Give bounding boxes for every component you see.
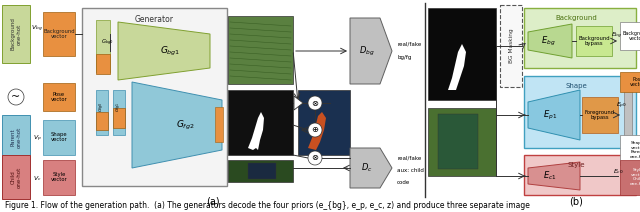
- FancyBboxPatch shape: [524, 8, 636, 68]
- Text: real/fake: real/fake: [397, 155, 421, 160]
- Polygon shape: [118, 22, 210, 80]
- FancyBboxPatch shape: [43, 160, 75, 195]
- Text: $G_{fg0}$: $G_{fg0}$: [97, 102, 106, 112]
- Text: Generator: Generator: [134, 15, 173, 25]
- Polygon shape: [448, 44, 466, 90]
- Text: $E_{c0}$: $E_{c0}$: [612, 167, 623, 176]
- FancyBboxPatch shape: [43, 12, 75, 56]
- Text: aux: child: aux: child: [397, 167, 424, 173]
- Circle shape: [308, 151, 322, 165]
- FancyBboxPatch shape: [428, 8, 496, 100]
- FancyBboxPatch shape: [2, 5, 30, 63]
- FancyBboxPatch shape: [620, 72, 640, 92]
- Text: $D_{bg}$: $D_{bg}$: [359, 45, 375, 57]
- FancyBboxPatch shape: [96, 54, 110, 74]
- Circle shape: [308, 123, 322, 137]
- Polygon shape: [132, 82, 222, 168]
- Text: ⊕: ⊕: [312, 126, 319, 134]
- FancyBboxPatch shape: [298, 90, 350, 155]
- Text: Background: Background: [555, 15, 597, 21]
- Text: Shape
vector: Shape vector: [51, 132, 67, 142]
- Text: real/fake: real/fake: [397, 42, 421, 46]
- FancyBboxPatch shape: [215, 107, 223, 142]
- Text: Style
vector
Child
one-hot: Style vector Child one-hot: [630, 168, 640, 186]
- Text: Foreground
bypass: Foreground bypass: [585, 110, 615, 120]
- Text: code: code: [397, 180, 410, 184]
- Text: $G_{fg1}$: $G_{fg1}$: [115, 102, 124, 112]
- Text: $G_{bg0}$: $G_{bg0}$: [100, 38, 113, 48]
- Text: ⊗: ⊗: [312, 99, 319, 107]
- FancyBboxPatch shape: [620, 135, 640, 165]
- Circle shape: [308, 96, 322, 110]
- Text: $E_{p1}$: $E_{p1}$: [543, 109, 557, 121]
- Polygon shape: [294, 96, 303, 110]
- FancyBboxPatch shape: [524, 76, 636, 148]
- Polygon shape: [248, 112, 264, 150]
- FancyBboxPatch shape: [113, 90, 125, 135]
- FancyBboxPatch shape: [2, 155, 30, 199]
- Text: (b): (b): [569, 197, 583, 207]
- Text: Background
one-hot: Background one-hot: [11, 18, 21, 50]
- Polygon shape: [528, 24, 572, 58]
- Text: ⊗: ⊗: [312, 153, 319, 163]
- FancyBboxPatch shape: [624, 86, 632, 162]
- FancyBboxPatch shape: [43, 120, 75, 155]
- Text: ~: ~: [12, 92, 20, 102]
- Text: Parent
one-hot: Parent one-hot: [11, 126, 21, 148]
- FancyBboxPatch shape: [428, 108, 496, 176]
- Text: Pose
vector: Pose vector: [51, 92, 67, 102]
- FancyBboxPatch shape: [620, 160, 640, 195]
- FancyBboxPatch shape: [2, 115, 30, 159]
- FancyBboxPatch shape: [228, 90, 293, 155]
- Text: Shape: Shape: [565, 83, 587, 89]
- Text: BG Masking: BG Masking: [509, 29, 513, 63]
- Polygon shape: [350, 148, 392, 188]
- Text: Style: Style: [567, 162, 585, 168]
- FancyBboxPatch shape: [524, 155, 636, 195]
- Text: $V_c$: $V_c$: [33, 174, 42, 183]
- Text: Background
bypass: Background bypass: [578, 36, 610, 46]
- FancyBboxPatch shape: [43, 83, 75, 111]
- FancyBboxPatch shape: [248, 163, 276, 179]
- Text: $G_{bg1}$: $G_{bg1}$: [160, 45, 180, 57]
- FancyBboxPatch shape: [582, 97, 618, 133]
- Text: Background
vector: Background vector: [43, 29, 75, 39]
- Text: $V_p$: $V_p$: [33, 134, 42, 144]
- Text: Child
one-hot: Child one-hot: [11, 166, 21, 188]
- Text: bg/fg: bg/fg: [397, 56, 412, 60]
- Text: $D_c$: $D_c$: [361, 162, 373, 174]
- Text: Pose
vector: Pose vector: [630, 77, 640, 87]
- Polygon shape: [528, 162, 580, 190]
- FancyBboxPatch shape: [96, 90, 108, 135]
- FancyBboxPatch shape: [96, 20, 110, 72]
- Polygon shape: [528, 90, 580, 140]
- Text: $E_{bg}$: $E_{bg}$: [541, 34, 556, 47]
- FancyBboxPatch shape: [228, 160, 293, 182]
- Text: Figure 1. Flow of the generation path.  (a) The generators decode the four prior: Figure 1. Flow of the generation path. (…: [5, 201, 530, 210]
- Text: (a): (a): [206, 197, 220, 207]
- FancyBboxPatch shape: [228, 16, 293, 84]
- FancyBboxPatch shape: [620, 22, 640, 50]
- Polygon shape: [308, 112, 326, 150]
- FancyBboxPatch shape: [576, 26, 612, 56]
- Text: Shape
vector
Parent
one-hot: Shape vector Parent one-hot: [630, 141, 640, 159]
- Polygon shape: [350, 18, 392, 84]
- Text: $E_{bg}$: $E_{bg}$: [611, 31, 623, 41]
- FancyBboxPatch shape: [113, 108, 125, 128]
- Text: $E_{c1}$: $E_{c1}$: [543, 170, 557, 182]
- Text: $G_{fg2}$: $G_{fg2}$: [176, 119, 195, 132]
- Text: $V_{bg}$: $V_{bg}$: [31, 24, 43, 34]
- Text: Style
vector: Style vector: [51, 172, 67, 182]
- FancyBboxPatch shape: [96, 112, 108, 130]
- Circle shape: [8, 89, 24, 105]
- FancyBboxPatch shape: [500, 5, 522, 87]
- Text: $E_{p0}$: $E_{p0}$: [616, 101, 628, 111]
- FancyBboxPatch shape: [438, 114, 478, 169]
- FancyBboxPatch shape: [82, 8, 227, 186]
- Text: Background
vector: Background vector: [622, 31, 640, 41]
